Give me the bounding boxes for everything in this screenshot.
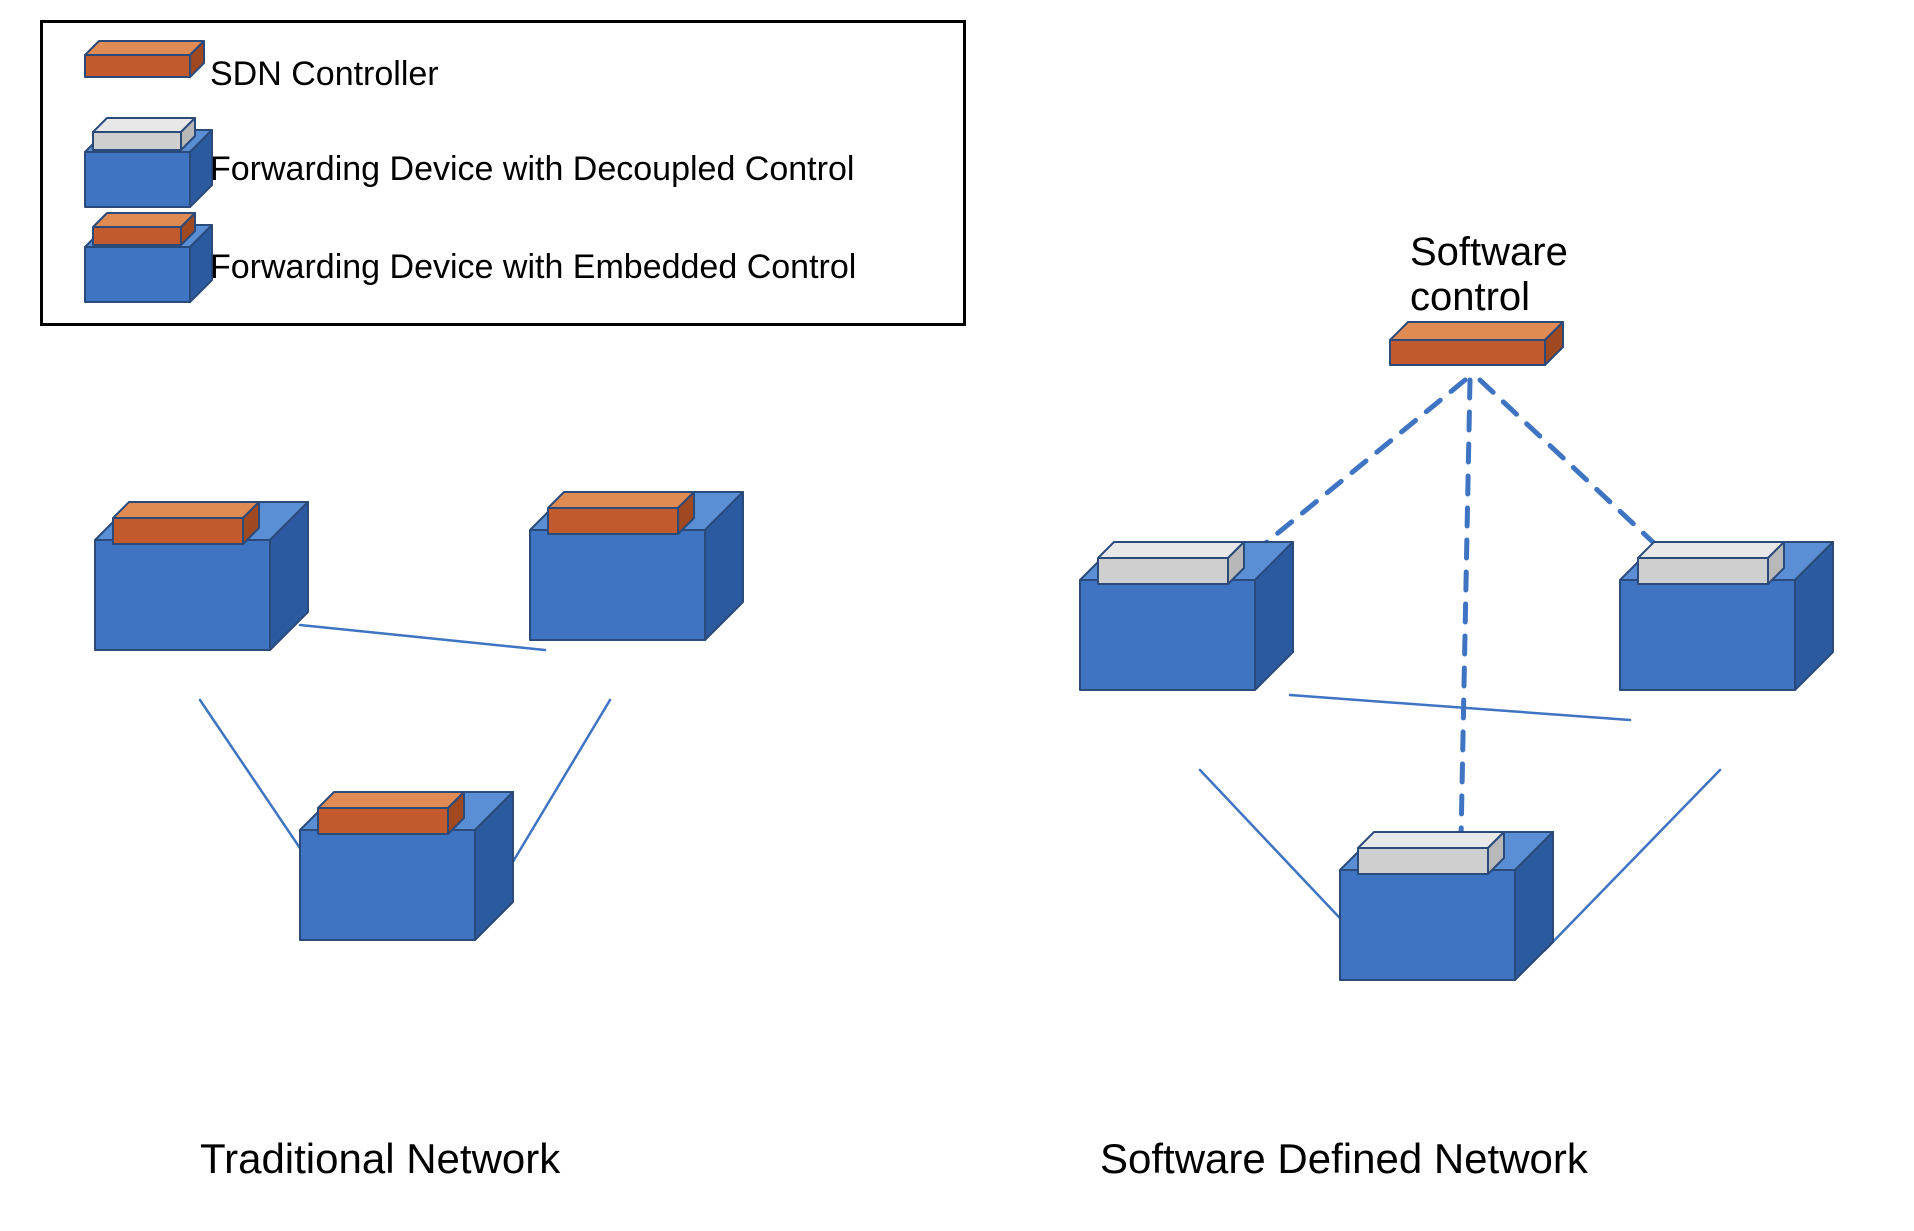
shape [1390, 322, 1563, 340]
shape [113, 502, 259, 518]
traditional-title: Traditional Network [200, 1135, 560, 1183]
sdn-edge-solid [1545, 770, 1720, 950]
shape [93, 213, 195, 227]
shape [1638, 542, 1784, 558]
shape [548, 492, 694, 508]
shape [1098, 558, 1228, 584]
shape [1098, 542, 1244, 558]
shape [1340, 870, 1515, 980]
shape [1390, 340, 1545, 365]
shape [95, 540, 270, 650]
sdn-edge-dashed [1460, 380, 1470, 890]
shape [530, 530, 705, 640]
shape [1080, 580, 1255, 690]
shape [85, 152, 190, 207]
shape [85, 55, 190, 77]
sdn-title: Software Defined Network [1100, 1135, 1588, 1183]
shape [93, 227, 181, 245]
shape [1638, 558, 1768, 584]
sdn-edge-solid [1290, 695, 1630, 720]
shape [113, 518, 243, 544]
legend-item-3-label: Forwarding Device with Embedded Control [210, 248, 856, 287]
legend-item-1-label: SDN Controller [210, 55, 439, 94]
shape [93, 118, 195, 132]
shape [318, 808, 448, 834]
shape [1358, 832, 1504, 848]
shape [318, 792, 464, 808]
shape [85, 41, 204, 55]
shape [1358, 848, 1488, 874]
controller-label: Software control [1410, 230, 1568, 320]
legend-item-2-label: Forwarding Device with Decoupled Control [210, 150, 854, 189]
traditional-edge [300, 625, 545, 650]
shape [1620, 580, 1795, 690]
shape [548, 508, 678, 534]
shape [93, 132, 181, 150]
shape [85, 247, 190, 302]
shape [300, 830, 475, 940]
